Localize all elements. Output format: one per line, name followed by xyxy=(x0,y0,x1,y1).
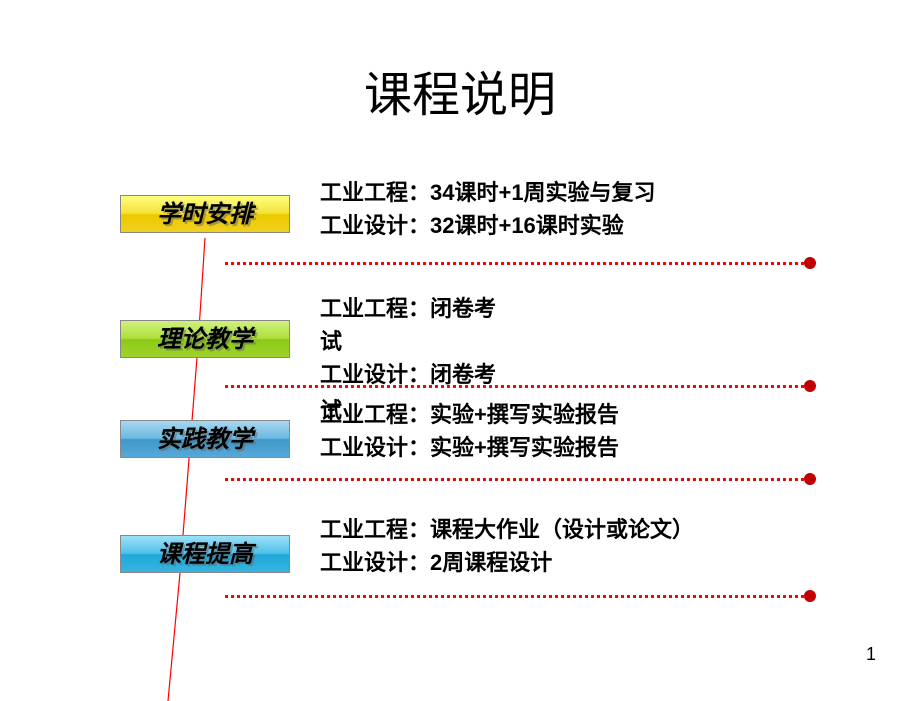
badge-label: 学时安排 xyxy=(121,196,289,234)
divider-schedule xyxy=(225,262,810,265)
divider-theory xyxy=(225,385,810,388)
badge-label: 理论教学 xyxy=(121,321,289,359)
page-number: 1 xyxy=(866,644,876,665)
divider-dot-schedule xyxy=(804,257,816,269)
divider-dot-practice xyxy=(804,473,816,485)
badge-improve: 课程提高课程提高 xyxy=(120,535,290,573)
content-schedule: 工业工程：34课时+1周实验与复习 工业设计：32课时+16课时实验 xyxy=(320,176,656,242)
divider-dot-improve xyxy=(804,590,816,602)
divider-dot-theory xyxy=(804,380,816,392)
badge-label: 课程提高 xyxy=(121,536,289,574)
page-title: 课程说明 xyxy=(0,55,920,125)
badge-schedule: 学时安排学时安排 xyxy=(120,195,290,233)
divider-practice xyxy=(225,478,810,481)
divider-improve xyxy=(225,595,810,598)
content-practice: 工业工程：实验+撰写实验报告 工业设计：实验+撰写实验报告 xyxy=(320,398,619,464)
badge-label: 实践教学 xyxy=(121,421,289,459)
badge-practice: 实践教学实践教学 xyxy=(120,420,290,458)
badge-theory: 理论教学理论教学 xyxy=(120,320,290,358)
content-improve: 工业工程：课程大作业（设计或论文） 工业设计：2周课程设计 xyxy=(320,513,694,579)
content-theory: 工业工程：闭卷考 试 工业设计：闭卷考 xyxy=(320,292,496,391)
